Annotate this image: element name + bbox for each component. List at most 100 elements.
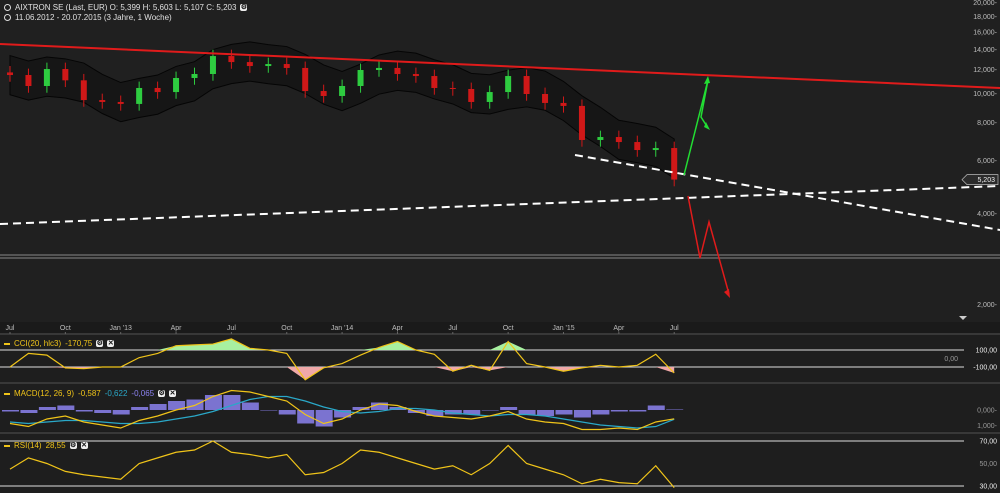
macd-hist-value: -0,065 (131, 389, 155, 398)
candle-body (320, 91, 327, 96)
candle-body (542, 94, 549, 103)
x-tick-label: Jul (448, 325, 457, 332)
candle-body (80, 80, 87, 101)
candle-body (394, 67, 401, 74)
rsi-level-label: 50,00 (979, 461, 997, 468)
y-tick-label: 6,000- (977, 158, 998, 165)
candle-body (43, 69, 50, 86)
macd-histogram-bar (94, 410, 112, 413)
candle-body (652, 148, 659, 151)
macd-histogram-bar (610, 410, 628, 412)
candle-body (339, 85, 346, 96)
candle-body (634, 142, 641, 151)
x-tick-label: Jul (670, 325, 679, 332)
macd-histogram-bar (481, 410, 499, 411)
x-tick-label: Oct (281, 325, 292, 332)
macd-histogram-bar (75, 410, 93, 412)
rsi-value: 28,55 (45, 441, 66, 450)
cci-settings-icon[interactable]: ⚙ (96, 340, 104, 347)
x-tick-label: Oct (503, 325, 514, 332)
settings-icon[interactable]: ⚙ (240, 4, 248, 11)
macd-legend: MACD(12, 26, 9) -0,587 -0,622 -0,065 ⚙ ✕ (4, 389, 177, 398)
macd-histogram-bar (112, 410, 130, 415)
cci-swatch (4, 342, 10, 345)
macd-close-icon[interactable]: ✕ (169, 390, 177, 397)
y-tick-label: 2,000- (977, 302, 998, 309)
y-tick-label: 20,000- (973, 0, 997, 7)
candle-body (671, 148, 678, 180)
macd-histogram-bar (500, 407, 518, 410)
macd-settings-icon[interactable]: ⚙ (158, 390, 166, 397)
macd-histogram-bar (168, 401, 186, 410)
x-tick-label: Apr (171, 325, 183, 332)
macd-line (9, 389, 675, 431)
candle-body (505, 76, 512, 93)
rsi-line (9, 440, 675, 489)
macd-value: -0,587 (78, 389, 101, 398)
macd-histogram-bar (38, 407, 56, 410)
resistance-trendline (0, 43, 1000, 89)
green-up-arrow (683, 79, 709, 176)
macd-histogram-bar (278, 410, 296, 415)
cci-value: -170,75 (65, 339, 93, 348)
candle-body (376, 67, 382, 71)
cci-legend: CCI(20, hlc3) -170,75 ⚙ ✕ (4, 339, 115, 348)
macd-histogram-bar (463, 410, 481, 415)
cci-line (9, 338, 675, 381)
instrument-header: AIXTRON SE (Last, EUR) O: 5,399 H: 5,603… (4, 3, 248, 12)
candle-body (615, 137, 622, 143)
cci-level-label: 100,00 (976, 348, 998, 355)
macd-histogram-bar (426, 410, 444, 416)
rsi-level-label: 70,00 (979, 439, 997, 446)
macd-histogram-bar (131, 407, 149, 410)
long-support-trendline (0, 185, 1000, 225)
macd-histogram-bar (241, 402, 259, 410)
macd-label: MACD(12, 26, 9) (14, 389, 75, 398)
macd-tick-label: 1,000- (977, 423, 998, 430)
cci-level-label: 0,00 (944, 356, 958, 363)
x-tick-label: Jul (6, 325, 15, 332)
macd-histogram-bar (555, 410, 573, 415)
macd-histogram-bar (352, 407, 370, 410)
candle-body (468, 88, 475, 102)
y-tick-label: 16,000- (973, 29, 997, 36)
macd-tick-label: 0,000- (977, 408, 998, 415)
rsi-close-icon[interactable]: ✕ (80, 442, 88, 449)
candle-body (228, 56, 235, 63)
macd-histogram-bar (573, 410, 591, 418)
candle-body (136, 87, 143, 104)
instrument-title: AIXTRON SE (Last, EUR) O: 5,399 H: 5,603… (15, 3, 237, 12)
instrument-icon (4, 4, 11, 11)
macd-histogram-bar (647, 405, 665, 410)
candle-body (578, 105, 585, 140)
macd-histogram-bar (2, 410, 19, 412)
last-price-tag (961, 174, 999, 185)
price-panel-bg (0, 0, 1000, 322)
x-tick-label: Oct (60, 325, 71, 332)
support-trendline (574, 154, 1000, 231)
indicator-panel-bg (0, 335, 1000, 382)
y-tick-label: 14,000- (973, 47, 997, 54)
date-range: 11.06.2012 - 20.07.2015 (3 Jahre, 1 Woch… (15, 13, 172, 22)
rsi-settings-icon[interactable]: ⚙ (69, 442, 77, 449)
cci-close-icon[interactable]: ✕ (107, 340, 115, 347)
candle-body (7, 72, 13, 76)
macd-histogram-bar (20, 410, 38, 413)
macd-histogram-bar (297, 410, 315, 424)
x-tick-label: Jan '14 (331, 325, 353, 332)
macd-histogram-bar (57, 405, 75, 410)
macd-histogram-bar (629, 410, 647, 412)
candle-body (523, 76, 530, 94)
y-tick-label: 8,000- (977, 120, 998, 127)
candle-body (246, 62, 253, 67)
candle-body (62, 69, 69, 81)
candle-body (486, 92, 493, 102)
candle-body (191, 73, 198, 78)
candle-body (209, 56, 216, 74)
candle-body (412, 73, 419, 77)
macd-histogram-bar (592, 410, 610, 415)
macd-histogram-bar (260, 410, 278, 411)
macd-swatch (4, 392, 10, 395)
y-tick-label: 4,000- (977, 211, 998, 218)
